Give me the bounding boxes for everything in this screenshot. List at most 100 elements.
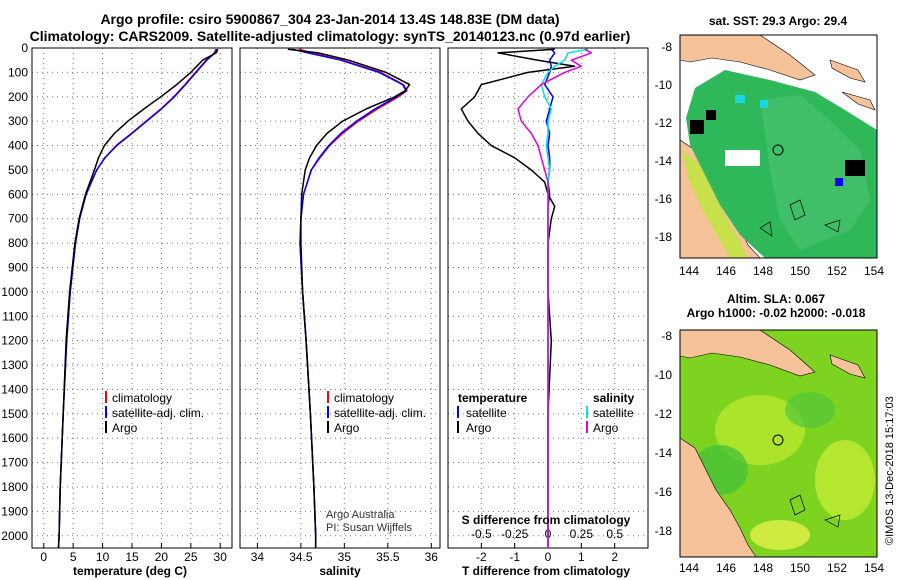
sst-map-title: sat. SST: 29.3 Argo: 29.4 [709, 14, 848, 28]
depth-tick-label: 500 [8, 163, 28, 177]
depth-tick-label: 900 [8, 261, 28, 275]
legend-salinity-title: salinity [593, 391, 635, 405]
x-tick-label: 15 [125, 550, 139, 564]
sla-map-frame [679, 329, 878, 558]
depth-tick-label: 1700 [1, 456, 28, 470]
temperature-lines [57, 48, 219, 548]
sst-cloud-white [725, 150, 760, 166]
sla-argo-position [772, 434, 784, 446]
x-tick-label: 2 [611, 550, 618, 564]
depth-axis: 0 100 200 300 400 500 600 700 800 900 1000 1100 1200… [1, 41, 28, 543]
x-tick-label: 30 [214, 550, 228, 564]
x-tick-label: -1 [509, 550, 520, 564]
depth-tick-label: 1100 [2, 309, 28, 323]
sla-land-islands [829, 354, 866, 379]
t-difference-xlabel: T difference from climatology [462, 564, 630, 578]
salinity-x-axis: 34 34.5 35 35.5 36 [251, 543, 439, 564]
s-diff-tick-label: -0.5 [471, 527, 492, 541]
depth-tick-label: 600 [8, 187, 28, 201]
imos-credit: ©IMOS 13-Dec-2018 15:17:03 [884, 396, 896, 545]
legend-climatology-label: climatology [334, 391, 394, 405]
sla-map: Altim. SLA: 0.067 Argo h1000: -0.02 h200… [655, 292, 885, 575]
temperature-x-axis: 0 5 10 15 20 25 30 [40, 543, 227, 564]
sla-land-papua [680, 330, 816, 377]
sst-cloud-black-1 [690, 120, 704, 134]
sla-lat-tick: -16 [655, 485, 673, 499]
depth-tick-label: 2000 [1, 529, 28, 543]
sst-cloud-black-2 [706, 110, 716, 120]
salinity-frame [239, 47, 441, 549]
salinity-legend: climatology satellite-adj. clim. Argo [327, 391, 426, 435]
x-tick-label: 10 [96, 550, 110, 564]
legend-t-argo-label: Argo [466, 421, 492, 435]
depth-tick-label: 1000 [1, 285, 28, 299]
sla-map-title-1: Altim. SLA: 0.067 [727, 292, 825, 306]
sla-lat-tick: -18 [655, 524, 673, 538]
sst-lon-tick: 144 [679, 264, 699, 278]
series-line-s-argo [517, 48, 593, 548]
s-difference-x-axis: -0.5 -0.25 0 0.25 0.5 [471, 527, 623, 541]
sst-lon-axis: 144 146 148 150 152 154 [679, 264, 884, 278]
series-line-satellite-adj-clim- [292, 48, 407, 548]
series-line-climatology [57, 48, 217, 548]
sla-land-australia [680, 437, 757, 557]
series-line-satellite-adj-clim- [57, 48, 218, 548]
sst-lon-tick: 150 [790, 264, 810, 278]
x-tick-label: 35 [338, 550, 352, 564]
difference-panel: -2 -1 0 1 2 -0.5 -0.25 0 0.25 0.5 T difference f… [447, 47, 649, 578]
sst-lon-tick: 154 [864, 264, 884, 278]
sla-lon-tick: 148 [753, 561, 773, 575]
depth-tick-label: 1600 [1, 431, 28, 445]
s-diff-tick-label: 0.5 [606, 527, 623, 541]
sla-low-2 [785, 392, 835, 428]
legend-satellite-label: satellite-adj. clim. [334, 406, 426, 420]
x-tick-label: 34.5 [289, 550, 313, 564]
series-line-t-satellite [543, 48, 556, 548]
sla-lon-tick: 144 [679, 561, 699, 575]
difference-lines [460, 48, 593, 548]
sst-map-frame [679, 34, 878, 259]
sst-lon-tick: 152 [827, 264, 847, 278]
depth-tick-label: 1300 [1, 358, 28, 372]
sst-cyan-patch-2 [760, 100, 768, 108]
pi-note: PI: Susan Wijffels [326, 522, 412, 534]
legend-temperature-title: temperature [458, 391, 528, 405]
salinity-panel: 34 34.5 35 35.5 36 salinity climatology sate… [239, 47, 441, 578]
sst-shelf-yellow [682, 150, 748, 258]
sst-argo-position [772, 144, 784, 156]
sla-lat-tick: -14 [655, 446, 673, 460]
sst-lat-tick: -18 [655, 230, 673, 244]
sst-lat-axis: -8 -10 -12 -14 -16 -18 [655, 40, 673, 244]
sla-lon-tick: 150 [790, 561, 810, 575]
depth-tick-label: 1200 [1, 334, 28, 348]
sst-lat-tick: -16 [655, 192, 673, 206]
sst-lon-tick: 146 [716, 264, 736, 278]
x-tick-label: 0 [40, 550, 47, 564]
sst-data-variation [760, 95, 870, 250]
sst-land-islands [829, 59, 876, 111]
sst-map: sat. SST: 29.3 Argo: 29.4 -8 -10 -12 -14 [655, 14, 885, 278]
legend-argo-label: Argo [334, 421, 360, 435]
temperature-xlabel: temperature (deg C) [73, 564, 187, 578]
difference-legend: temperature satellite Argo salinity sate… [457, 391, 635, 435]
depth-tick-label: 1400 [1, 382, 28, 396]
argo-australia-note: Argo Australia [326, 509, 395, 521]
sst-land-papua [680, 35, 816, 81]
depth-tick-label: 700 [8, 212, 28, 226]
s-diff-tick-label: 0.25 [570, 527, 594, 541]
s-diff-tick-label: -0.25 [501, 527, 529, 541]
legend-satellite-label: satellite-adj. clim. [112, 406, 204, 420]
x-tick-label: 0 [545, 550, 552, 564]
sst-lat-tick: -12 [655, 116, 673, 130]
sla-lon-tick: 146 [716, 561, 736, 575]
x-tick-label: 36 [425, 550, 439, 564]
depth-tick-label: 1800 [1, 480, 28, 494]
sst-lat-tick: -8 [661, 40, 672, 54]
x-tick-label: 5 [70, 550, 77, 564]
temperature-legend: climatology satellite-adj. clim. Argo [105, 391, 204, 435]
depth-tick-label: 1500 [1, 407, 28, 421]
depth-tick-label: 200 [8, 90, 28, 104]
legend-climatology-label: climatology [112, 391, 172, 405]
sla-lon-axis: 144 146 148 150 152 154 [679, 561, 884, 575]
